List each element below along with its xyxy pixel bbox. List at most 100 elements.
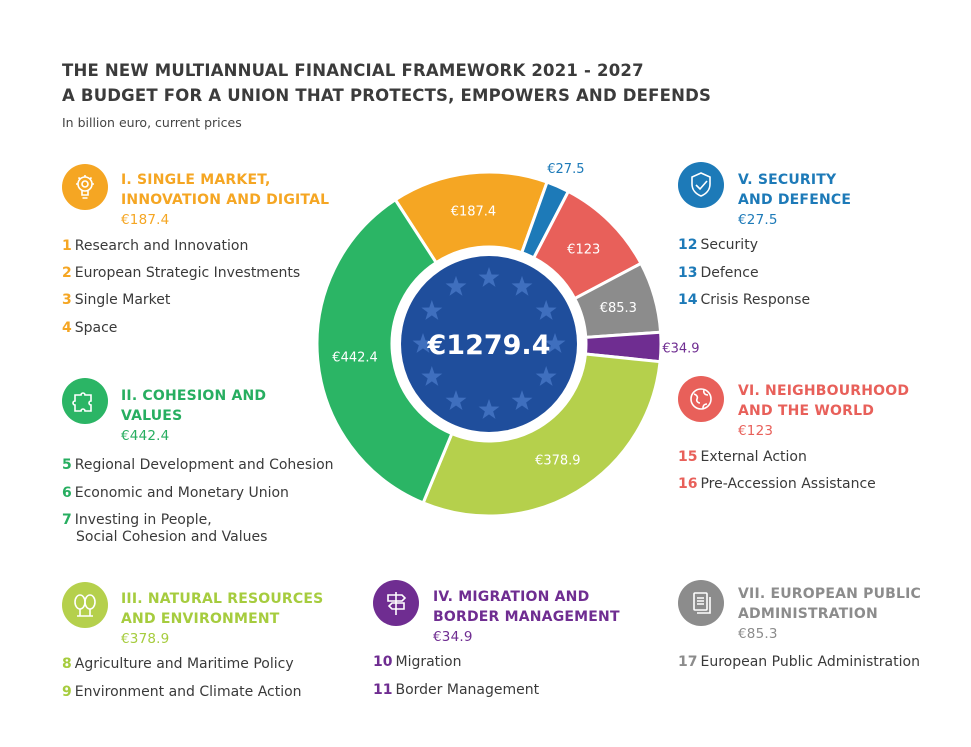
eu-star	[511, 390, 533, 411]
eu-star	[445, 390, 467, 411]
heading-amount: €34.9	[433, 629, 473, 645]
item-number: 7	[62, 512, 72, 528]
item-number: 9	[62, 684, 72, 700]
slice-value-label: €27.5	[547, 162, 584, 177]
item-label: Economic and Monetary Union	[74, 485, 289, 501]
list-item: 9 Environment and Climate Action	[62, 684, 302, 701]
list-item: 11 Border Management	[373, 682, 539, 699]
eu-star	[478, 399, 500, 419]
globe-icon	[678, 376, 724, 422]
slice-labels: €187.4 €27.5 €123 €85.3 €34.9 €378.9 €442.4	[332, 162, 699, 468]
heading-amount: €27.5	[738, 212, 778, 228]
heading-cohesion: II. COHESION AND VALUES €442.4	[121, 386, 266, 446]
heading-line-2: BORDER MANAGEMENT	[433, 609, 620, 625]
eu-star	[535, 366, 557, 386]
item-number: 12	[678, 237, 698, 253]
list-item: 4 Space	[62, 320, 117, 337]
item-number: 17	[678, 654, 698, 670]
eu-star	[412, 333, 434, 353]
heading-line-1: V. SECURITY	[738, 172, 837, 188]
list-item: 2 European Strategic Investments	[62, 265, 300, 282]
subtitle: In billion euro, current prices	[62, 115, 242, 130]
item-label: Border Management	[395, 682, 540, 698]
eu-star	[421, 366, 443, 386]
list-item-continuation: Social Cohesion and Values	[76, 529, 268, 545]
list-item: 1 Research and Innovation	[62, 238, 248, 255]
heading-line-2: INNOVATION AND DIGITAL	[121, 192, 330, 208]
list-item: 16 Pre-Accession Assistance	[678, 476, 876, 493]
heading-line-2: VALUES	[121, 408, 183, 424]
item-label: Research and Innovation	[74, 238, 249, 254]
item-label: Security	[700, 237, 758, 253]
list-item: 15 External Action	[678, 449, 807, 466]
item-number: 13	[678, 265, 698, 281]
title-line-1: THE NEW MULTIANNUAL FINANCIAL FRAMEWORK …	[62, 61, 644, 80]
item-number: 4	[62, 320, 72, 336]
donut-slices	[315, 170, 663, 518]
item-label: Crisis Response	[700, 292, 811, 308]
item-label: Investing in People,	[74, 512, 212, 528]
eu-star	[535, 300, 557, 320]
page-title: THE NEW MULTIANNUAL FINANCIAL FRAMEWORK …	[62, 58, 711, 108]
item-label: Single Market	[74, 292, 171, 308]
list-item: 5 Regional Development and Cohesion	[62, 457, 334, 474]
item-label: Regional Development and Cohesion	[74, 457, 334, 473]
heading-migration: IV. MIGRATION AND BORDER MANAGEMENT €34.…	[433, 587, 620, 647]
center-disc	[401, 256, 577, 432]
eu-star	[544, 333, 566, 353]
item-number: 5	[62, 457, 72, 473]
slice-value-label: €378.9	[535, 454, 581, 469]
heading-line-1: VII. EUROPEAN PUBLIC	[738, 586, 922, 602]
item-number: 3	[62, 292, 72, 308]
list-item: 14 Crisis Response	[678, 292, 810, 309]
slice-value-label: €442.4	[332, 350, 378, 365]
item-number: 10	[373, 654, 393, 670]
item-number: 8	[62, 656, 72, 672]
puzzle-icon	[62, 378, 108, 424]
heading-line-1: VI. NEIGHBOURHOOD	[738, 383, 910, 399]
list-item: 6 Economic and Monetary Union	[62, 485, 289, 502]
item-number: 11	[373, 682, 393, 698]
heading-line-1: I. SINGLE MARKET,	[121, 172, 271, 188]
slice-value-label: €85.3	[600, 301, 637, 316]
slice-value-label: €187.4	[451, 204, 497, 219]
list-item: 12 Security	[678, 237, 758, 254]
list-item: 13 Defence	[678, 265, 759, 282]
heading-line-2: AND ENVIRONMENT	[121, 611, 280, 627]
eu-star	[478, 267, 500, 287]
heading-amount: €85.3	[738, 626, 778, 642]
eu-stars	[412, 267, 566, 419]
list-item: 17 European Public Administration	[678, 654, 920, 671]
item-number: 1	[62, 238, 72, 254]
heading-single-market: I. SINGLE MARKET, INNOVATION AND DIGITAL…	[121, 170, 329, 230]
heading-neighbourhood: VI. NEIGHBOURHOOD AND THE WORLD €123	[738, 381, 909, 441]
item-label: Migration	[395, 654, 462, 670]
heading-amount: €123	[738, 423, 774, 439]
heading-amount: €187.4	[121, 212, 170, 228]
eu-star	[421, 300, 443, 320]
heading-natural-resources: III. NATURAL RESOURCES AND ENVIRONMENT €…	[121, 589, 323, 649]
documents-icon	[678, 580, 724, 626]
item-label: European Strategic Investments	[74, 265, 301, 281]
list-item: 8 Agriculture and Maritime Policy	[62, 656, 294, 673]
item-label: Pre-Accession Assistance	[700, 476, 876, 492]
heading-amount: €442.4	[121, 428, 170, 444]
item-label: European Public Administration	[700, 654, 920, 670]
heading-line-1: II. COHESION AND	[121, 388, 267, 404]
heading-line-2: AND THE WORLD	[738, 403, 875, 419]
list-item: 3 Single Market	[62, 292, 170, 309]
lightbulb-icon	[62, 164, 108, 210]
trees-icon	[62, 582, 108, 628]
item-label: Defence	[700, 265, 759, 281]
slice-value-label: €34.9	[662, 341, 699, 356]
item-label: External Action	[700, 449, 807, 465]
heading-line-1: IV. MIGRATION AND	[433, 589, 590, 605]
list-item: 7 Investing in People,	[62, 512, 212, 529]
eu-star	[511, 275, 533, 296]
title-line-2: A BUDGET FOR A UNION THAT PROTECTS, EMPO…	[62, 86, 712, 105]
heading-security: V. SECURITY AND DEFENCE €27.5	[738, 170, 851, 230]
item-label: Environment and Climate Action	[74, 684, 302, 700]
heading-public-administration: VII. EUROPEAN PUBLIC ADMINISTRATION €85.…	[738, 584, 921, 644]
item-label: Space	[74, 320, 118, 336]
